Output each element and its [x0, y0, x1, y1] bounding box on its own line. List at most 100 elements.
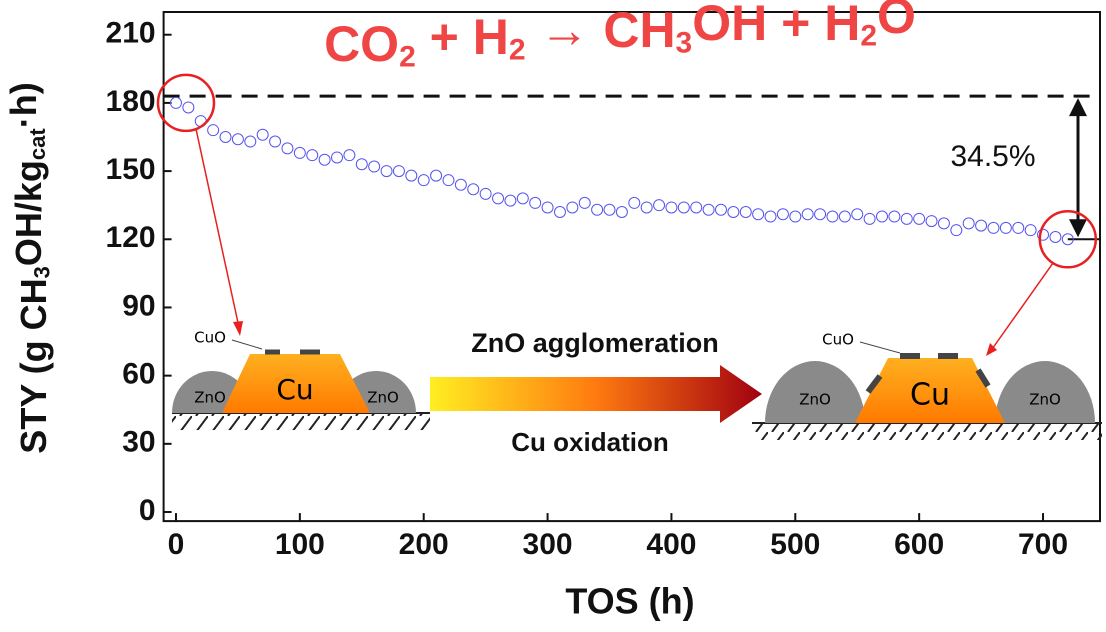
data-point [356, 159, 367, 170]
x-tick-label: 400 [646, 528, 696, 561]
data-point [641, 202, 652, 213]
chart: 0100200300400500600700030609012015018021… [0, 0, 1106, 632]
data-point [715, 204, 726, 215]
data-point [926, 216, 937, 227]
data-point [431, 170, 442, 181]
subscript: 2 [399, 40, 416, 73]
data-point [220, 132, 231, 143]
data-point [369, 161, 380, 172]
x-tick-label: 500 [770, 528, 820, 561]
data-point [852, 209, 863, 220]
x-tick-label: 600 [894, 528, 944, 561]
change-label: 34.5% [950, 140, 1035, 173]
data-point [951, 225, 962, 236]
process-arrow [430, 365, 762, 423]
data-point [827, 211, 838, 222]
data-point [1000, 222, 1011, 233]
pointer [990, 263, 1053, 352]
data-point [455, 179, 466, 190]
data-point [554, 207, 565, 218]
data-point [728, 207, 739, 218]
subscript: 2 [860, 19, 877, 52]
data-point [567, 202, 578, 213]
data-point [802, 209, 813, 220]
x-axis-label: TOS (h) [565, 581, 694, 622]
data-point [938, 218, 949, 229]
text-part: → CH [526, 2, 676, 58]
subscript: 2 [509, 33, 526, 66]
text-part: CO [324, 16, 399, 72]
pointer-head [233, 321, 243, 336]
process-label: Cu oxidation [511, 427, 668, 457]
page: {"chart_data": { "type": "scatter", "equ… [0, 0, 1106, 632]
data-point [703, 204, 714, 215]
data-point [753, 209, 764, 220]
data-point [282, 143, 293, 154]
x-tick-label: 100 [275, 528, 325, 561]
data-point [406, 170, 417, 181]
data-point [393, 166, 404, 177]
cuo-label: CuO [822, 331, 854, 349]
data-point [765, 211, 776, 222]
data-point [257, 129, 268, 140]
cu-label: Cu [276, 373, 313, 406]
data-point [889, 211, 900, 222]
data-point [170, 97, 181, 108]
data-point [505, 195, 516, 206]
text-part: ·h) [3, 82, 44, 128]
data-point [232, 134, 243, 145]
data-point [294, 147, 305, 158]
cuo-label: CuO [194, 329, 226, 347]
cu-label: Cu [910, 378, 950, 413]
data-point [1013, 222, 1024, 233]
ground-hatch [752, 424, 1102, 440]
data-point [790, 211, 801, 222]
data-point [988, 222, 999, 233]
y-tick-label: 90 [122, 289, 155, 322]
pointer [196, 129, 240, 332]
data-point [579, 197, 590, 208]
subscript: cat [25, 128, 50, 160]
zno-label: ZnO [367, 389, 399, 407]
data-point [418, 175, 429, 186]
x-tick-label: 300 [523, 528, 573, 561]
y-tick-label: 0 [139, 494, 156, 527]
data-point [530, 197, 541, 208]
data-point [307, 150, 318, 161]
x-tick-label: 0 [168, 528, 185, 561]
data-point [777, 209, 788, 220]
y-tick-label: 180 [106, 85, 156, 118]
ground-hatch [172, 414, 430, 430]
pointer [860, 342, 900, 353]
data-point [592, 204, 603, 215]
data-point [443, 175, 454, 186]
process-label: ZnO agglomeration [471, 328, 719, 358]
data-point [332, 152, 343, 163]
subscript: 3 [30, 266, 55, 278]
zno-label: ZnO [1029, 391, 1061, 409]
data-point [208, 125, 219, 136]
data-point [678, 202, 689, 213]
data-point [691, 202, 702, 213]
data-point [381, 166, 392, 177]
text-part: OH/kg [8, 160, 49, 266]
data-point [270, 136, 281, 147]
data-point [839, 211, 850, 222]
data-point [629, 197, 640, 208]
data-point [740, 207, 751, 218]
data-point [877, 211, 888, 222]
inset-right: CuO ZnO ZnO Cu [752, 331, 1102, 441]
y-axis-label: STY (g CH3OH/kgcat·h) [3, 82, 55, 453]
data-point [654, 200, 665, 211]
data-point [901, 213, 912, 224]
data-point [183, 102, 194, 113]
text-part: STY (g CH [13, 278, 54, 453]
pointer [232, 340, 262, 349]
subscript: 3 [676, 26, 693, 59]
data-point [604, 204, 615, 215]
data-point [616, 207, 627, 218]
data-point [914, 213, 925, 224]
data-point [493, 193, 504, 204]
x-tick-label: 200 [399, 528, 449, 561]
